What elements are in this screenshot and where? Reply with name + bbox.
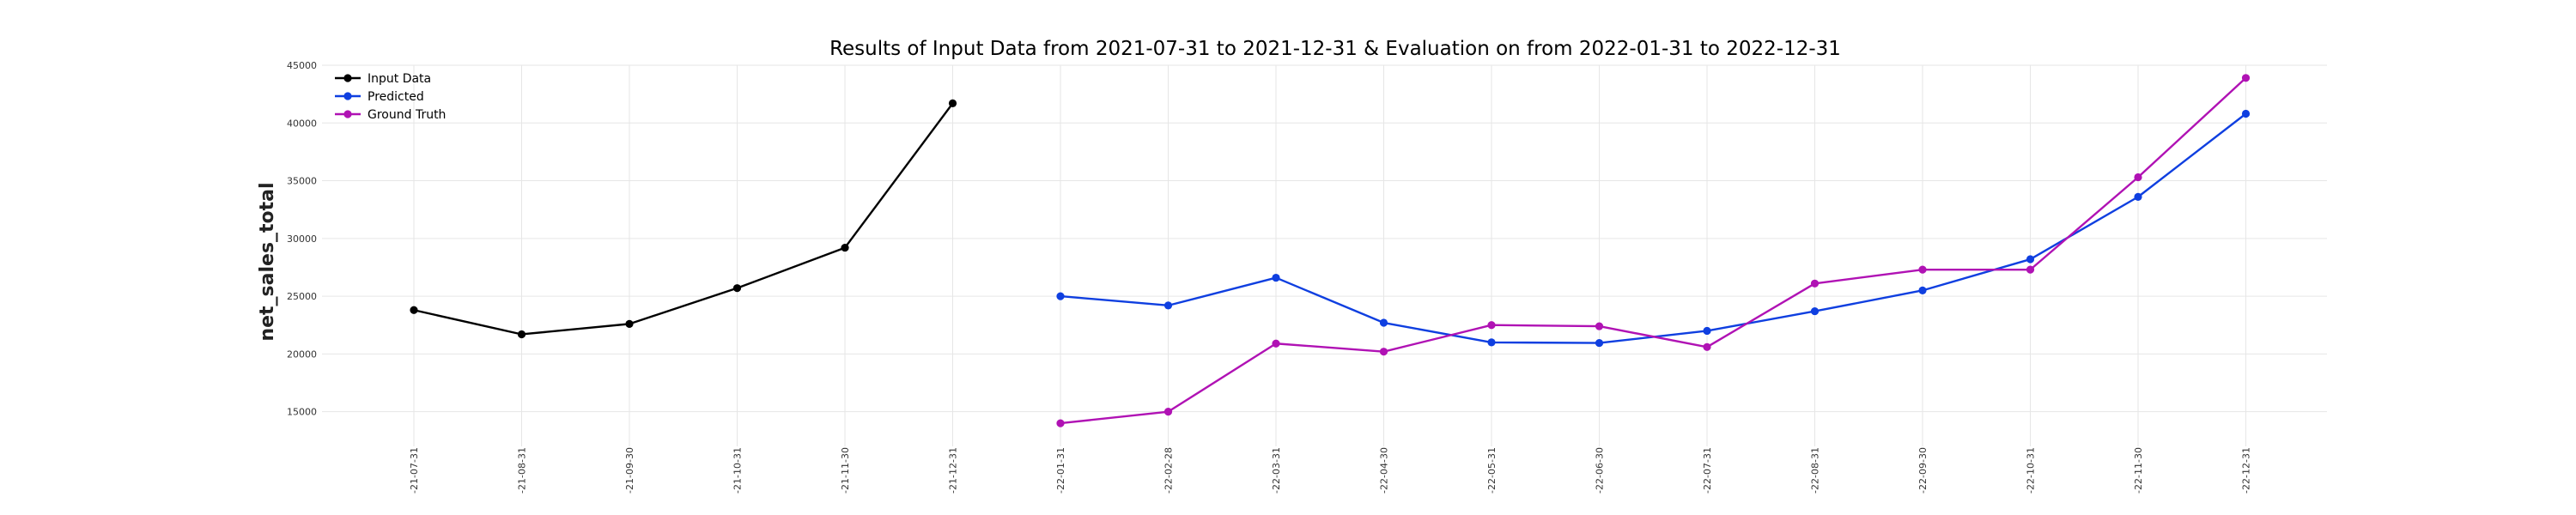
x-tick-label: -22-03-31: [1271, 447, 1282, 494]
data-point: [1163, 408, 1173, 416]
legend-label: Predicted: [368, 90, 424, 104]
data-point: [1703, 342, 1711, 351]
data-point: [1918, 286, 1927, 294]
x-tick-label: -22-05-31: [1486, 447, 1498, 494]
y-tick-label: 30000: [287, 233, 317, 245]
data-point: [2134, 173, 2142, 182]
y-tick-label: 40000: [287, 118, 317, 129]
data-point: [625, 319, 634, 328]
series-line: [413, 102, 954, 336]
data-point: [1272, 339, 1280, 348]
x-tick-label: -22-06-30: [1595, 447, 1606, 494]
x-tick-label: -22-09-30: [1917, 447, 1929, 494]
data-point: [1056, 419, 1065, 427]
x-tick-label: -22-02-28: [1163, 447, 1175, 494]
legend-label: Input Data: [368, 72, 431, 86]
data-point: [2241, 109, 2251, 118]
data-point: [410, 306, 418, 314]
y-tick-label: 45000: [287, 60, 317, 71]
series-layer: [410, 74, 2251, 427]
axis-layer: 15000 20000 25000 30000 35000 40000 45000 -21-0…: [287, 60, 2252, 494]
x-tick-label: -21-07-31: [409, 447, 420, 494]
data-point: [2134, 192, 2142, 201]
y-tick-label: 25000: [287, 291, 317, 302]
series-line: [1060, 76, 2247, 425]
data-point: [1487, 321, 1496, 330]
x-tick-label: -21-08-31: [517, 447, 528, 494]
data-point: [1810, 306, 1820, 316]
data-point: [732, 284, 742, 293]
x-tick-label: -22-07-31: [1702, 447, 1713, 494]
data-point: [2026, 255, 2035, 264]
y-tick-label: 35000: [287, 176, 317, 187]
data-point: [1918, 265, 1927, 274]
series-line: [1060, 112, 2247, 344]
data-point: [1703, 326, 1711, 336]
legend-label: Ground Truth: [368, 108, 446, 122]
x-tick-label: -21-11-30: [840, 447, 851, 494]
chart-title: Results of Input Data from 2021-07-31 to…: [829, 38, 1841, 60]
data-point: [1163, 301, 1173, 310]
grid-layer: [322, 64, 2327, 446]
legend-marker: [343, 110, 352, 118]
y-axis-label: net_sales_total: [257, 182, 278, 341]
data-point: [841, 243, 849, 252]
x-tick-label: -21-10-31: [732, 447, 744, 494]
x-tick-label: -21-12-31: [948, 447, 959, 494]
x-tick-label: -22-08-31: [1810, 447, 1821, 494]
legend: Input Data Predicted Ground Truth: [335, 72, 446, 122]
data-point: [948, 99, 957, 107]
data-point: [517, 330, 526, 339]
x-tick-label: -22-10-31: [2026, 447, 2037, 494]
data-point: [1487, 338, 1496, 347]
data-point: [1595, 338, 1604, 348]
legend-marker: [343, 74, 352, 82]
x-tick-label: -22-01-31: [1055, 447, 1066, 494]
x-tick-label: -22-12-31: [2241, 447, 2252, 494]
data-point: [1056, 292, 1065, 300]
data-point: [1379, 348, 1388, 356]
legend-marker: [343, 92, 352, 100]
x-tick-label: -22-11-30: [2133, 447, 2144, 494]
y-tick-label: 20000: [287, 348, 317, 360]
x-tick-label: -21-09-30: [624, 447, 635, 494]
data-point: [1810, 279, 1820, 288]
data-point: [1379, 318, 1388, 327]
y-tick-label: 15000: [287, 407, 317, 418]
data-point: [2026, 265, 2035, 274]
x-tick-label: -22-04-30: [1379, 447, 1390, 494]
data-point: [2241, 74, 2251, 82]
data-point: [1595, 322, 1604, 330]
data-point: [1272, 273, 1280, 282]
